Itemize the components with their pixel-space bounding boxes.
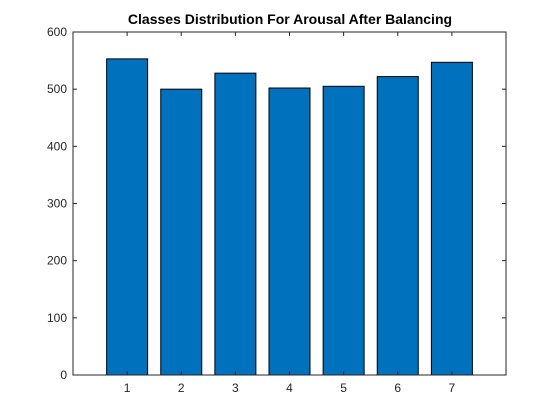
y-tick-label-200: 200 [47, 254, 67, 268]
x-tick-label-4: 4 [286, 381, 293, 395]
y-tick-label-0: 0 [60, 368, 67, 382]
y-tick-label-500: 500 [47, 82, 67, 96]
x-tick-label-5: 5 [340, 381, 347, 395]
y-tick-label-400: 400 [47, 139, 67, 153]
bar-6 [377, 77, 418, 375]
x-tick-label-6: 6 [394, 381, 401, 395]
x-tick-label-3: 3 [232, 381, 239, 395]
bar-3 [215, 73, 256, 375]
y-tick-label-100: 100 [47, 311, 67, 325]
x-tick-label-1: 1 [124, 381, 131, 395]
bar-7 [431, 62, 472, 375]
y-tick-label-600: 600 [47, 25, 67, 39]
bar-4 [269, 88, 310, 375]
bar-5 [323, 86, 364, 375]
y-tick-label-300: 300 [47, 197, 67, 211]
bar-2 [161, 89, 202, 375]
chart-title: Classes Distribution For Arousal After B… [128, 11, 452, 27]
x-tick-label-7: 7 [449, 381, 456, 395]
bars-layer [107, 59, 473, 375]
bar-1 [107, 59, 148, 375]
x-tick-label-2: 2 [178, 381, 185, 395]
